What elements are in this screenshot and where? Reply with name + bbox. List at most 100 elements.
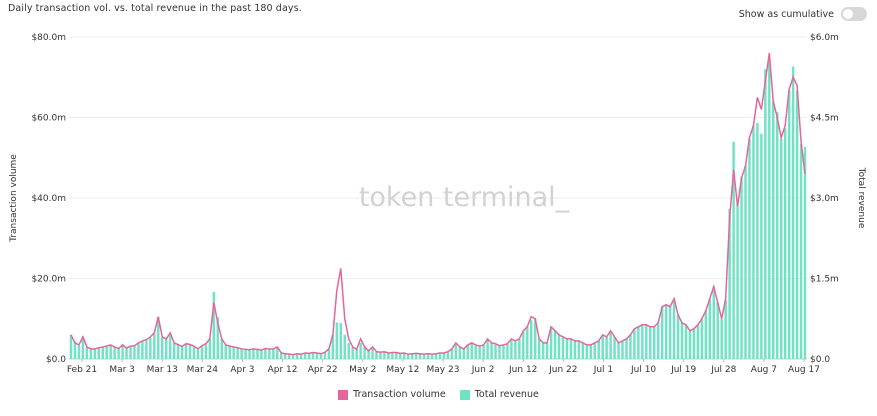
revenue-bar — [470, 342, 473, 359]
revenue-bar — [323, 352, 327, 359]
revenue-bar — [704, 310, 708, 359]
revenue-bar — [756, 122, 759, 359]
x-axis-ticks: Feb 21 Mar 3 Mar 13 Mar 24 Apr 3 Apr 12 Apr 22… — [67, 359, 820, 375]
y-tick-label: $60.0m — [31, 114, 66, 124]
revenue-bar — [407, 354, 410, 359]
revenue-bar — [161, 337, 164, 359]
y-tick-label: $80.0m — [31, 33, 66, 43]
revenue-bar — [506, 343, 509, 359]
revenue-bar — [252, 349, 255, 359]
revenue-bar — [343, 334, 346, 359]
revenue-bar — [268, 349, 271, 359]
revenue-bar — [244, 349, 247, 359]
x-tick-label: Jul 1 — [593, 365, 613, 375]
revenue-bar — [426, 353, 430, 359]
revenue-bar — [97, 348, 100, 359]
revenue-bar — [549, 326, 553, 359]
revenue-bar — [700, 318, 704, 359]
revenue-bar — [577, 340, 581, 359]
revenue-bar — [73, 341, 77, 359]
revenue-bar — [744, 165, 747, 359]
revenue-bar — [732, 141, 735, 359]
x-tick-label: Aug 17 — [788, 365, 820, 375]
revenue-bar — [783, 128, 787, 359]
revenue-bar — [494, 343, 497, 359]
x-tick-label: Aug 7 — [751, 365, 777, 375]
revenue-bar — [541, 342, 545, 359]
revenue-bar — [220, 338, 223, 359]
revenue-bar — [581, 342, 585, 359]
revenue-bar — [748, 138, 751, 359]
x-tick-label: May 23 — [427, 365, 460, 375]
x-tick-label: Jul 28 — [710, 365, 736, 375]
revenue-bar — [716, 302, 719, 359]
revenue-bar — [311, 352, 315, 359]
revenue-bar — [649, 326, 652, 359]
revenue-bar — [391, 352, 394, 359]
x-tick-label: Jun 2 — [471, 365, 495, 375]
revenue-bar — [359, 342, 362, 359]
revenue-bar — [438, 353, 442, 359]
revenue-bar — [157, 317, 160, 359]
revenue-bar — [712, 286, 715, 359]
revenue-bar — [633, 328, 636, 359]
revenue-bar — [696, 324, 700, 359]
cumulative-toggle[interactable] — [841, 7, 867, 21]
revenue-bar — [228, 346, 231, 359]
revenue-bar — [216, 317, 220, 359]
revenue-bar — [545, 342, 549, 359]
revenue-bar — [272, 348, 275, 359]
revenue-bar — [569, 338, 573, 359]
revenue-bar — [430, 354, 434, 359]
revenue-bar — [617, 342, 620, 359]
revenue-bar — [422, 354, 426, 359]
revenue-bar — [779, 138, 783, 359]
revenue-bar — [490, 342, 493, 359]
legend-item-transaction-volume[interactable]: Transaction volume — [338, 389, 446, 400]
revenue-bar — [482, 345, 485, 359]
revenue-bar — [791, 66, 795, 360]
revenue-bar — [208, 338, 212, 359]
x-tick-label: Jun 22 — [548, 365, 577, 375]
revenue-bar — [133, 345, 136, 359]
revenue-bar — [395, 352, 398, 359]
revenue-bar — [188, 344, 192, 359]
legend-swatch-bar — [459, 389, 470, 400]
revenue-bar — [319, 353, 323, 359]
revenue-bar — [176, 344, 180, 359]
x-tick-label: May 2 — [349, 365, 376, 375]
y2-tick-label: $3.0m — [810, 194, 839, 204]
revenue-bar — [772, 101, 775, 360]
revenue-bar — [164, 338, 168, 359]
revenue-bar — [383, 352, 386, 359]
revenue-bar — [645, 324, 648, 359]
revenue-bar — [724, 299, 727, 359]
revenue-bar — [284, 353, 287, 359]
legend-item-total-revenue[interactable]: Total revenue — [459, 389, 539, 400]
revenue-bar — [168, 333, 172, 359]
revenue-bar — [799, 144, 803, 359]
revenue-bar — [760, 133, 763, 359]
revenue-bar — [530, 320, 533, 359]
revenue-bar — [85, 347, 89, 359]
revenue-bar — [629, 334, 632, 359]
revenue-bar — [613, 336, 616, 359]
y2-tick-label: $4.5m — [810, 114, 839, 124]
revenue-bar — [442, 353, 446, 359]
revenue-bar — [676, 314, 680, 359]
revenue-bar — [462, 348, 466, 359]
revenue-bar — [776, 112, 779, 359]
revenue-bar — [129, 345, 132, 359]
revenue-bar — [565, 338, 569, 359]
transaction-volume-line[interactable] — [70, 52, 806, 356]
legend-swatch-line — [338, 389, 349, 400]
revenue-bar — [327, 348, 331, 359]
revenue-bar — [236, 348, 239, 359]
toggle-knob — [843, 9, 853, 19]
revenue-bar — [653, 326, 656, 359]
x-tick-label: Apr 22 — [308, 365, 338, 375]
revenue-bar — [764, 69, 767, 359]
revenue-bar — [518, 338, 521, 359]
legend-label-total-revenue: Total revenue — [474, 389, 539, 400]
